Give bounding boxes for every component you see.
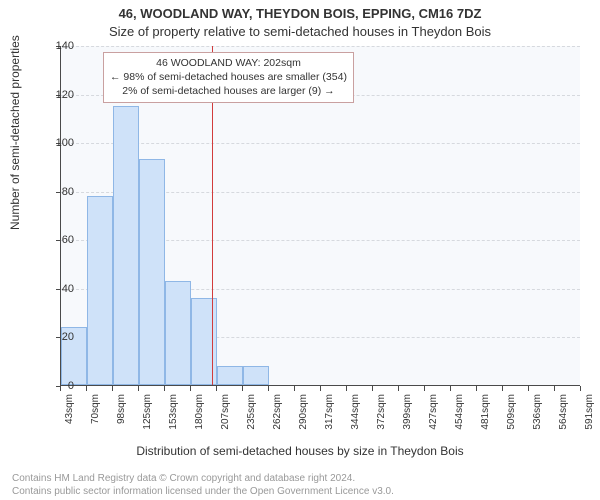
- y-tick-label: 20: [44, 331, 74, 343]
- y-tick-label: 80: [44, 186, 74, 198]
- plot-area: 46 WOODLAND WAY: 202sqm ← 98% of semi-de…: [60, 46, 580, 386]
- annotation-line2: ← 98% of semi-detached houses are smalle…: [110, 70, 347, 84]
- x-axis-label: Distribution of semi-detached houses by …: [0, 444, 600, 458]
- x-tick-mark: [60, 386, 61, 391]
- x-tick-label: 481sqm: [480, 394, 491, 430]
- x-tick-label: 427sqm: [428, 394, 439, 430]
- histogram-bar: [139, 159, 165, 385]
- x-tick-label: 564sqm: [558, 394, 569, 430]
- y-tick-label: 40: [44, 283, 74, 295]
- x-tick-mark: [398, 386, 399, 391]
- x-tick-mark: [164, 386, 165, 391]
- y-tick-label: 120: [44, 89, 74, 101]
- histogram-bar: [113, 106, 139, 385]
- x-tick-mark: [216, 386, 217, 391]
- y-tick-label: 100: [44, 137, 74, 149]
- histogram-bar: [165, 281, 191, 385]
- x-tick-label: 235sqm: [246, 394, 257, 430]
- x-tick-label: 125sqm: [142, 394, 153, 430]
- x-tick-mark: [346, 386, 347, 391]
- y-tick-label: 0: [44, 380, 74, 392]
- x-tick-mark: [86, 386, 87, 391]
- x-tick-mark: [320, 386, 321, 391]
- footnote: Contains HM Land Registry data © Crown c…: [12, 473, 394, 498]
- annotation-line3: 2% of semi-detached houses are larger (9…: [110, 84, 347, 98]
- x-tick-label: 372sqm: [376, 394, 387, 430]
- x-tick-label: 317sqm: [324, 394, 335, 430]
- x-tick-mark: [190, 386, 191, 391]
- x-tick-mark: [450, 386, 451, 391]
- x-tick-mark: [424, 386, 425, 391]
- x-tick-label: 509sqm: [506, 394, 517, 430]
- x-tick-mark: [138, 386, 139, 391]
- x-tick-label: 70sqm: [90, 394, 101, 424]
- histogram-bar: [191, 298, 217, 385]
- x-tick-mark: [112, 386, 113, 391]
- x-tick-label: 399sqm: [402, 394, 413, 430]
- y-tick-label: 60: [44, 234, 74, 246]
- x-tick-mark: [294, 386, 295, 391]
- annotation-line1: 46 WOODLAND WAY: 202sqm: [110, 56, 347, 70]
- x-tick-mark: [528, 386, 529, 391]
- y-axis-label: Number of semi-detached properties: [8, 35, 22, 230]
- histogram-bar: [217, 366, 243, 385]
- annotation-box: 46 WOODLAND WAY: 202sqm ← 98% of semi-de…: [103, 52, 354, 103]
- x-tick-mark: [268, 386, 269, 391]
- histogram-bar: [87, 196, 113, 385]
- footnote-line1: Contains HM Land Registry data © Crown c…: [12, 473, 394, 486]
- gridline-h: [61, 46, 580, 47]
- chart-title-line2: Size of property relative to semi-detach…: [0, 24, 600, 39]
- x-tick-label: 591sqm: [584, 394, 595, 430]
- x-tick-label: 98sqm: [116, 394, 127, 424]
- x-tick-label: 153sqm: [168, 394, 179, 430]
- histogram-bar: [243, 366, 269, 385]
- x-tick-mark: [476, 386, 477, 391]
- x-tick-label: 536sqm: [532, 394, 543, 430]
- x-tick-mark: [502, 386, 503, 391]
- x-tick-label: 290sqm: [298, 394, 309, 430]
- x-tick-label: 207sqm: [220, 394, 231, 430]
- x-tick-mark: [580, 386, 581, 391]
- footnote-line2: Contains public sector information licen…: [12, 486, 394, 499]
- x-tick-label: 454sqm: [454, 394, 465, 430]
- x-tick-mark: [372, 386, 373, 391]
- x-tick-label: 344sqm: [350, 394, 361, 430]
- x-tick-label: 180sqm: [194, 394, 205, 430]
- x-tick-mark: [554, 386, 555, 391]
- y-tick-label: 140: [44, 40, 74, 52]
- x-tick-label: 43sqm: [64, 394, 75, 424]
- x-tick-mark: [242, 386, 243, 391]
- x-tick-label: 262sqm: [272, 394, 283, 430]
- chart-title-line1: 46, WOODLAND WAY, THEYDON BOIS, EPPING, …: [0, 6, 600, 21]
